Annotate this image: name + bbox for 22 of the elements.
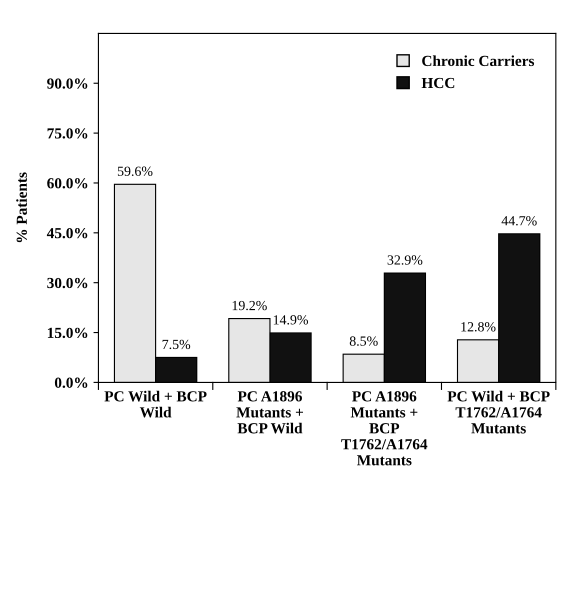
x-tick-label: PC Wild + BCP Wild: [104, 390, 207, 418]
data-label: 59.6%: [118, 166, 152, 176]
x-tick-label: PC A1896 Mutants + BCP T1762/A1764 Mutants: [341, 391, 428, 466]
data-label: 7.5%: [162, 340, 190, 350]
y-tick-label: 30.0%: [47, 278, 88, 288]
data-label: 12.8%: [461, 322, 496, 332]
y-tick-label: 45.0%: [46, 228, 88, 238]
y-tick-label: 60.0%: [47, 178, 88, 188]
y-tick-label: 0.0%: [54, 378, 88, 388]
data-label: 14.9%: [274, 315, 308, 325]
data-label: 19.2%: [232, 300, 267, 310]
x-tick-label: PC A1896 Mutants + BCP Wild: [236, 391, 304, 434]
y-tick-label: 75.0%: [48, 128, 88, 139]
y-axis-title: % Patients: [16, 172, 27, 242]
x-tick-label: PC Wild + BCP T1762/A1764 Mutants: [448, 390, 550, 434]
data-label: 44.7%: [502, 216, 537, 226]
data-label: 8.5%: [350, 336, 378, 346]
data-label: 32.9%: [388, 255, 422, 265]
legend-label: Chronic Carriers: [422, 55, 534, 66]
y-tick-label: 15.0%: [48, 328, 88, 338]
legend-label: HCC: [422, 78, 454, 88]
y-tick-label: 90.0%: [47, 78, 88, 89]
